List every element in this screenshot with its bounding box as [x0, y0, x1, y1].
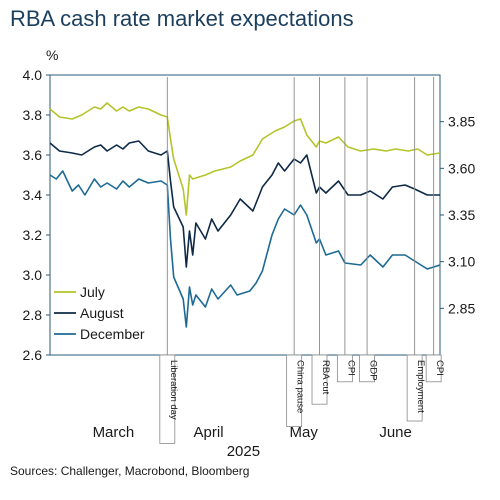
- left-tick-label: 3.6: [23, 147, 43, 163]
- annotation-label: China pause: [295, 360, 306, 413]
- right-tick-label: 3.35: [448, 207, 475, 223]
- annotation-label: Employment: [415, 360, 426, 413]
- left-tick-label: 3.4: [23, 187, 43, 203]
- x-month-label: June: [379, 424, 412, 441]
- x-year-label: 2025: [227, 443, 260, 460]
- annotation-box: [406, 354, 423, 422]
- series-line-december: [49, 170, 441, 328]
- annotation-box: [359, 354, 375, 383]
- series-line-july: [49, 102, 441, 216]
- legend-label-august: August: [80, 305, 124, 321]
- annotation-label: GDP: [368, 360, 379, 381]
- left-tick-label: 3.0: [23, 267, 43, 283]
- x-month-label: March: [93, 424, 135, 441]
- annotation-box: [286, 354, 303, 427]
- left-tick-label: 2.8: [23, 307, 43, 323]
- left-tick-label: 4.0: [23, 67, 43, 83]
- annotation-box: [425, 354, 442, 383]
- annotation-label: Liberation day: [168, 360, 179, 420]
- chart-title: RBA cash rate market expectations: [10, 6, 354, 31]
- annotation-box: [311, 354, 328, 405]
- left-axis-unit: %: [46, 47, 58, 63]
- left-tick-label: 3.8: [23, 107, 43, 123]
- right-tick-label: 3.60: [448, 160, 475, 176]
- right-tick-label: 3.85: [448, 114, 475, 130]
- left-tick-label: 3.2: [23, 227, 43, 243]
- series-line-august: [49, 140, 440, 268]
- right-tick-label: 2.85: [448, 300, 475, 316]
- right-tick-label: 3.10: [448, 254, 475, 270]
- annotation-label: CPI: [434, 360, 445, 376]
- annotation-label: CPI: [345, 360, 356, 376]
- annotation-box: [159, 354, 176, 444]
- annotation-box: [336, 354, 353, 383]
- left-tick-label: 2.6: [23, 347, 43, 363]
- legend-label-july: July: [80, 284, 105, 300]
- annotation-label: RBA cut: [320, 360, 331, 395]
- x-month-label: April: [194, 424, 224, 441]
- source-note: Sources: Challenger, Macrobond, Bloomber…: [10, 464, 250, 478]
- legend-label-december: December: [80, 326, 145, 342]
- x-month-label: May: [289, 424, 318, 441]
